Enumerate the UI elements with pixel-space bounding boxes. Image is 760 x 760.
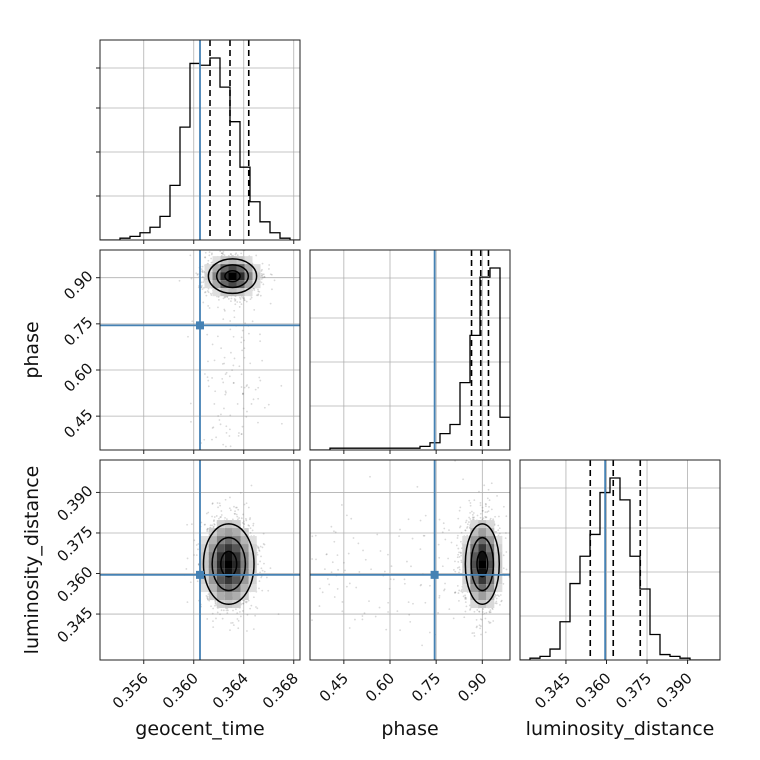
truth-marker xyxy=(196,570,204,579)
contour-2 xyxy=(464,523,501,606)
xtick-label-geocent_time-3: 0.368 xyxy=(259,669,302,712)
contour-2 xyxy=(207,258,258,295)
truth-marker xyxy=(196,321,204,330)
panel-hist-phase xyxy=(309,249,511,454)
contour-0 xyxy=(476,550,489,578)
panel-phase-vs-geocent-time: 0.45 0.60 0.75 0.90 xyxy=(60,249,301,454)
panel-hist-geocent-time xyxy=(96,39,301,244)
panel-frame xyxy=(99,249,301,451)
xtick-label-luminosity_distance-1: 0.360 xyxy=(572,669,615,712)
xlabel-phase: phase xyxy=(381,718,438,740)
contour-1 xyxy=(215,264,250,289)
xtick-label-luminosity_distance-3: 0.390 xyxy=(653,669,696,712)
panel-frame xyxy=(519,459,721,661)
ytick-label-luminosity_distance-1: 0.360 xyxy=(54,563,97,606)
ylabel-phase: phase xyxy=(21,321,43,378)
xtick-label-phase-0: 0.45 xyxy=(316,669,352,705)
xlabel-luminosity-distance: luminosity_distance xyxy=(526,718,715,740)
panel-frame xyxy=(99,39,301,241)
contour-1 xyxy=(211,536,247,592)
ytick-label-phase-0: 0.45 xyxy=(60,406,96,442)
gridlines xyxy=(520,460,720,660)
xtick-label-phase-1: 0.60 xyxy=(362,669,398,705)
contour-0 xyxy=(224,269,241,283)
panel-distance-vs-phase: 0.45 0.60 0.75 0.90 xyxy=(309,459,511,706)
ytick-label-luminosity_distance-0: 0.345 xyxy=(54,603,97,646)
xtick-label-geocent_time-2: 0.364 xyxy=(209,669,252,712)
ylabel-luminosity-distance: luminosity_distance xyxy=(21,466,43,655)
xtick-label-luminosity_distance-0: 0.345 xyxy=(531,669,574,712)
ytick-label-phase-2: 0.75 xyxy=(60,313,96,349)
density xyxy=(200,520,257,609)
xtick-label-geocent_time-0: 0.356 xyxy=(109,669,152,712)
panel-frame xyxy=(309,249,511,451)
xtick-label-luminosity_distance-2: 0.375 xyxy=(612,669,655,712)
density xyxy=(204,256,261,297)
contour-1 xyxy=(470,536,495,592)
xtick-label-geocent_time-1: 0.360 xyxy=(159,669,202,712)
ytick-label-luminosity_distance-3: 0.390 xyxy=(54,482,97,525)
panel-frame xyxy=(99,459,301,661)
gridlines xyxy=(310,250,510,450)
truth-marker xyxy=(430,570,439,579)
histogram-luminosity_distance xyxy=(520,477,720,660)
contour-2 xyxy=(202,523,255,606)
ytick-label-luminosity_distance-2: 0.375 xyxy=(54,522,97,565)
ytick-label-phase-1: 0.60 xyxy=(60,359,96,395)
ytick-label-phase-3: 0.90 xyxy=(60,267,96,303)
xlabel-geocent-time: geocent_time xyxy=(135,718,264,740)
xtick-label-phase-2: 0.75 xyxy=(408,669,444,705)
panel-frame xyxy=(309,459,511,661)
xtick-label-phase-3: 0.90 xyxy=(454,669,490,705)
contour-0 xyxy=(220,550,238,578)
